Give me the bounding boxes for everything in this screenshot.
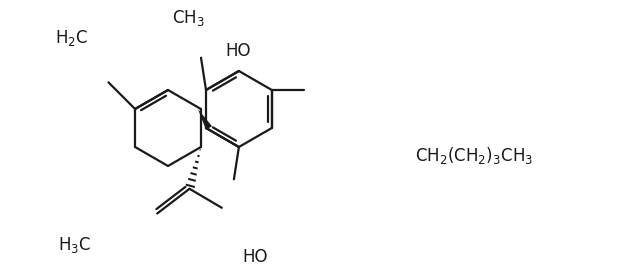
Text: H$_2$C: H$_2$C (56, 28, 88, 48)
Polygon shape (198, 109, 212, 130)
Text: HO: HO (225, 42, 251, 60)
Text: CH$_2$(CH$_2$)$_3$CH$_3$: CH$_2$(CH$_2$)$_3$CH$_3$ (415, 144, 533, 165)
Text: CH$_3$: CH$_3$ (172, 8, 204, 28)
Text: H$_3$C: H$_3$C (58, 235, 92, 255)
Text: HO: HO (243, 248, 268, 266)
